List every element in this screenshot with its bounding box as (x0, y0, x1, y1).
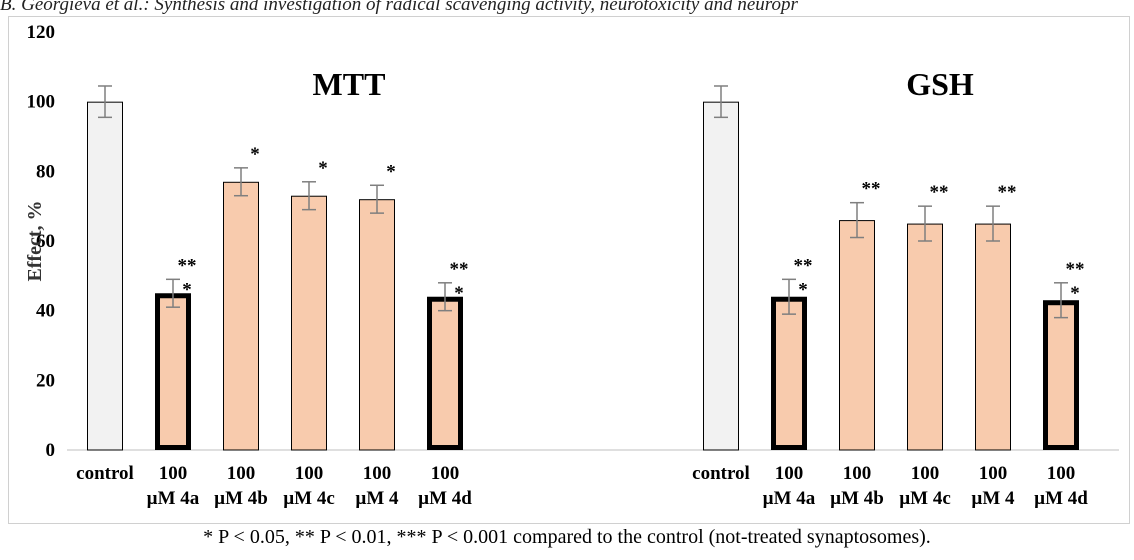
bar-gsh-5 (1043, 300, 1079, 451)
bar-gsh-2 (839, 220, 875, 451)
significance-extra-mtt-1: * (182, 279, 192, 300)
x-tick-sublabel-mtt-5: µM 4d (418, 488, 472, 509)
x-tick-label-gsh-1: 100 (775, 463, 804, 484)
x-tick-sublabel-mtt-2: µM 4b (214, 488, 268, 509)
significance-mtt-4: * (386, 161, 396, 182)
x-tick-label-gsh-5: 100 (1047, 463, 1076, 484)
bar-mtt-1 (155, 293, 191, 450)
x-tick-sublabel-mtt-1: µM 4a (147, 488, 200, 509)
bar-mtt-2 (223, 181, 259, 451)
bar-gsh-4 (975, 223, 1011, 451)
page-header-text: B. Georgieva et al.: Synthesis and inves… (0, 0, 798, 15)
bar-gsh-0 (703, 101, 739, 451)
chart-frame: 0 20 40 60 80 100 120 MTT control ** * 100 µM 4a * 100… (8, 16, 1130, 524)
x-tick-sublabel-gsh-2: µM 4b (830, 488, 884, 509)
bar-gsh-3 (907, 223, 943, 451)
x-tick-sublabel-gsh-5: µM 4d (1034, 488, 1088, 509)
significance-footnote: * P < 0.05, ** P < 0.01, *** P < 0.001 c… (203, 526, 931, 548)
significance-mtt-1: ** (178, 255, 197, 276)
y-axis-label: Effect, % (24, 200, 46, 281)
x-tick-label-gsh-4: 100 (979, 463, 1008, 484)
significance-mtt-2: * (250, 144, 260, 165)
y-tick-label-60: 60 (36, 231, 55, 252)
x-tick-sublabel-gsh-3: µM 4c (899, 488, 951, 509)
significance-mtt-3: * (318, 158, 328, 179)
significance-gsh-2: ** (862, 179, 881, 200)
significance-extra-gsh-5: * (1070, 283, 1080, 304)
bar-mtt-5 (427, 296, 463, 450)
y-tick-label-20: 20 (36, 370, 55, 391)
significance-gsh-1: ** (794, 255, 813, 276)
x-tick-label-mtt-0: control (76, 463, 134, 484)
y-tick-label-40: 40 (36, 301, 55, 322)
y-tick-label-80: 80 (36, 161, 55, 182)
x-tick-sublabel-gsh-1: µM 4a (763, 488, 816, 509)
panel-title-gsh: GSH (906, 66, 974, 102)
x-tick-label-gsh-0: control (692, 463, 750, 484)
x-tick-label-mtt-5: 100 (431, 463, 460, 484)
x-tick-sublabel-mtt-4: µM 4 (355, 488, 399, 509)
bar-mtt-0 (87, 101, 123, 451)
x-tick-sublabel-gsh-4: µM 4 (971, 488, 1015, 509)
x-tick-label-mtt-2: 100 (227, 463, 256, 484)
x-tick-label-mtt-1: 100 (159, 463, 188, 484)
x-tick-label-mtt-3: 100 (295, 463, 324, 484)
significance-mtt-5: ** (450, 259, 469, 280)
significance-extra-gsh-1: * (798, 279, 808, 300)
bar-gsh-1 (771, 296, 807, 450)
significance-gsh-5: ** (1066, 259, 1085, 280)
x-tick-label-gsh-2: 100 (843, 463, 872, 484)
bar-mtt-4 (359, 199, 395, 451)
y-tick-label-120: 120 (27, 22, 56, 43)
significance-gsh-3: ** (930, 182, 949, 203)
bar-mtt-3 (291, 195, 327, 451)
x-tick-sublabel-mtt-3: µM 4c (283, 488, 335, 509)
significance-extra-mtt-5: * (454, 283, 464, 304)
significance-gsh-4: ** (998, 182, 1017, 203)
x-tick-label-mtt-4: 100 (363, 463, 392, 484)
panel-title-mtt: MTT (313, 66, 386, 102)
x-tick-label-gsh-3: 100 (911, 463, 940, 484)
y-tick-label-0: 0 (46, 440, 56, 461)
y-tick-label-100: 100 (27, 92, 56, 113)
